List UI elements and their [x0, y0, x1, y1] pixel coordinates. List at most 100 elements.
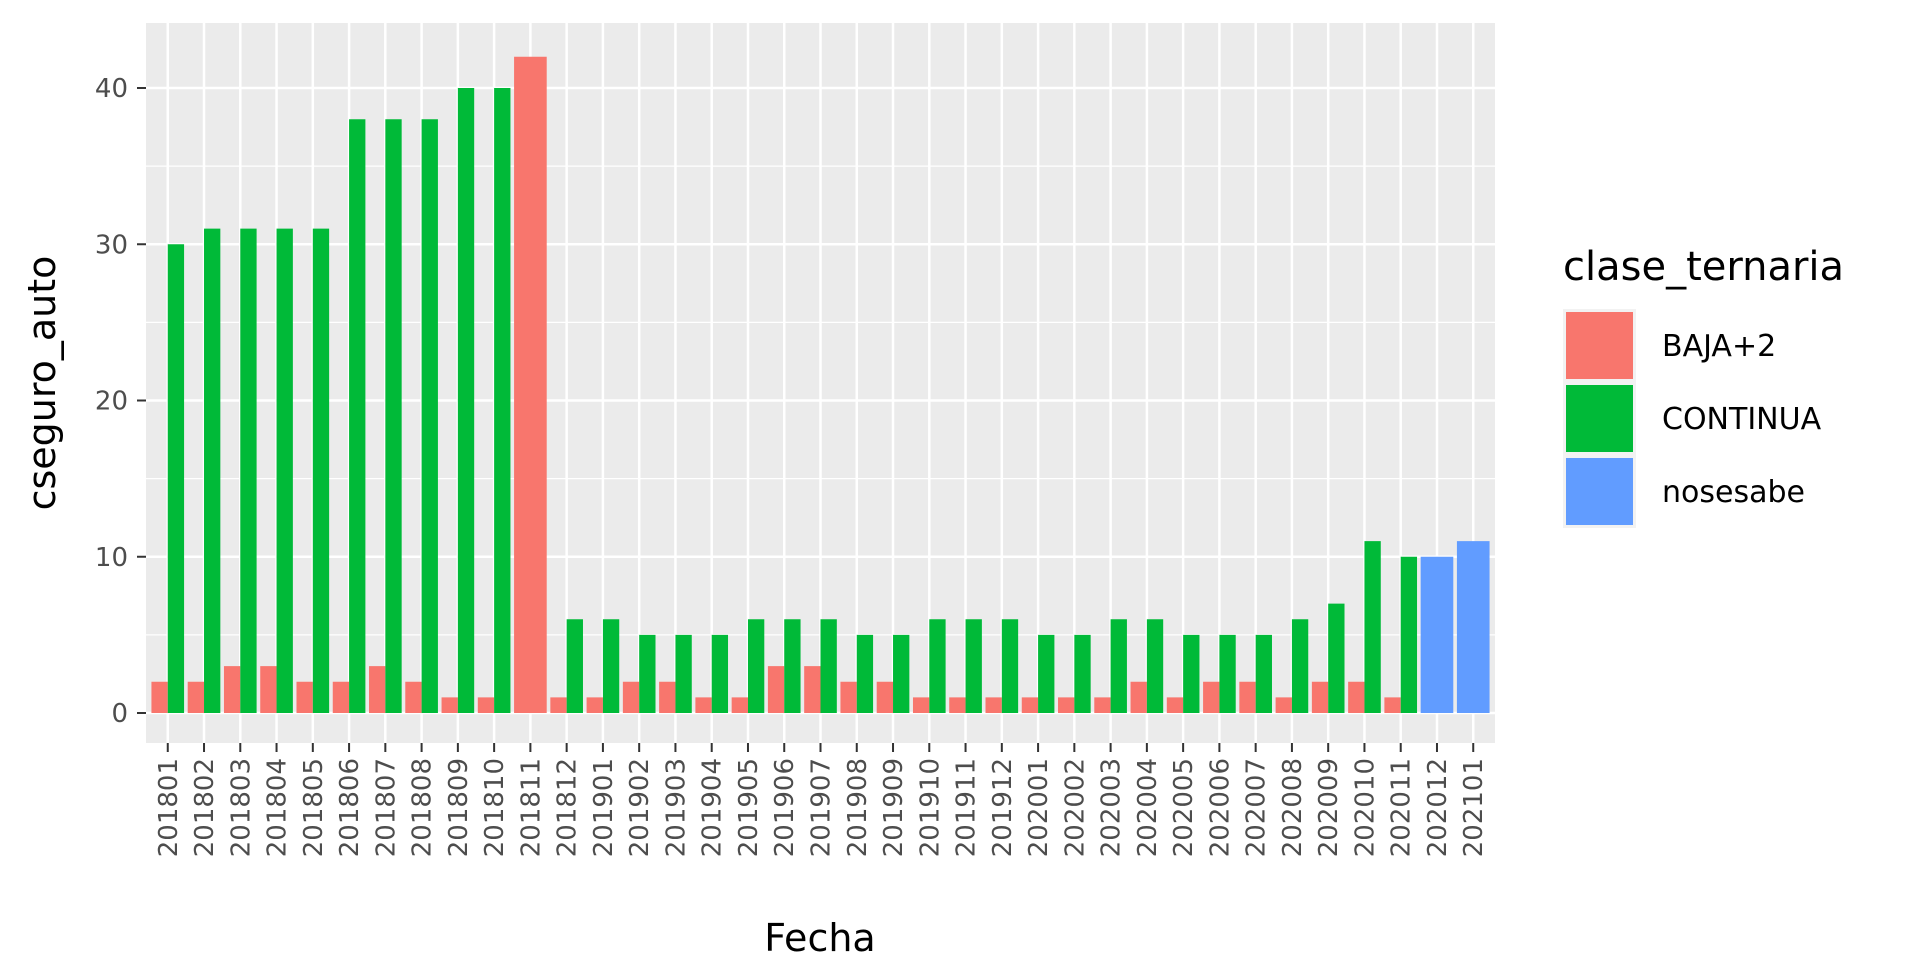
bar: CONTINUA 201806: 38 — [349, 119, 366, 713]
x-tick-label: 201903 — [661, 758, 691, 857]
bar: CONTINUA 201912: 6 — [1001, 619, 1019, 713]
bar: BAJA+2 202007: 2 — [1239, 681, 1256, 713]
x-tick-label: 201806 — [335, 758, 365, 857]
x-tick-label: 201909 — [879, 758, 909, 857]
bar: BAJA+2 201808: 2 — [405, 681, 422, 713]
x-tick-label: 201807 — [371, 758, 401, 857]
x-tick-label: 201812 — [553, 758, 583, 857]
x-tick-label: 202002 — [1060, 758, 1090, 857]
x-tick-label: 202012 — [1423, 758, 1453, 857]
bar: CONTINUA 202003: 6 — [1110, 619, 1127, 713]
y-axis: 0 10 20 30 40 — [95, 74, 146, 729]
x-tick-label: 201805 — [299, 758, 329, 857]
bar: CONTINUA 202001: 5 — [1038, 634, 1055, 713]
bar: CONTINUA 201904: 5 — [711, 634, 729, 713]
bar: CONTINUA 201901: 6 — [602, 619, 620, 713]
bar: CONTINUA 201906: 6 — [784, 619, 801, 713]
x-tick-label: 202011 — [1387, 758, 1417, 857]
bar: CONTINUA 202007: 5 — [1255, 634, 1272, 713]
bar: CONTINUA 201809: 40 — [457, 88, 475, 713]
bar: CONTINUA 202008: 6 — [1291, 619, 1309, 713]
bar: BAJA+2 201806: 2 — [332, 681, 350, 713]
x-tick-label: 201802 — [190, 758, 220, 857]
bar: CONTINUA 201905: 6 — [747, 619, 765, 713]
x-tick-label: 201901 — [589, 758, 619, 857]
bar: BAJA+2 201809: 1 — [441, 697, 458, 713]
y-axis-title: cseguro_auto — [20, 256, 64, 511]
bar: BAJA+2 201911: 1 — [949, 697, 966, 713]
bar: nosesabe 202101: 11 — [1456, 541, 1490, 713]
x-tick-label: 201803 — [226, 758, 256, 857]
bar: BAJA+2 201901: 1 — [586, 697, 603, 713]
bar: BAJA+2 201912: 1 — [985, 697, 1002, 713]
bar: BAJA+2 202011: 1 — [1384, 697, 1401, 713]
bar: BAJA+2 201903: 2 — [659, 681, 676, 713]
x-tick-label: 201809 — [444, 758, 474, 857]
x-tick-label: 201911 — [952, 758, 982, 857]
bar: BAJA+2 201908: 2 — [840, 681, 857, 713]
y-tick-label: 0 — [111, 699, 128, 729]
x-tick-label: 201808 — [408, 758, 438, 857]
x-tick-label: 202001 — [1024, 758, 1054, 857]
x-tick-label: 202101 — [1459, 758, 1489, 857]
bar: CONTINUA 201908: 5 — [856, 634, 874, 713]
bar: CONTINUA 202006: 5 — [1219, 634, 1236, 713]
x-tick-label: 202010 — [1350, 758, 1380, 857]
bar: BAJA+2 202001: 1 — [1021, 697, 1039, 713]
legend-label: nosesabe — [1662, 475, 1805, 510]
bar: BAJA+2 202010: 2 — [1348, 681, 1365, 713]
bar: BAJA+2 201909: 2 — [876, 681, 894, 713]
bar: CONTINUA 201907: 6 — [820, 619, 837, 713]
bar: BAJA+2 201906: 3 — [767, 666, 785, 713]
bar: CONTINUA 202004: 6 — [1146, 619, 1164, 713]
legend-label: BAJA+2 — [1662, 329, 1776, 364]
bar: BAJA+2 202006: 2 — [1203, 681, 1220, 713]
x-tick-label: 202003 — [1097, 758, 1127, 857]
bar: BAJA+2 201807: 3 — [369, 666, 386, 713]
x-tick-label: 201811 — [516, 758, 546, 857]
bar: BAJA+2 202008: 1 — [1275, 697, 1292, 713]
bar: CONTINUA 202010: 11 — [1364, 541, 1381, 713]
y-tick-label: 20 — [95, 387, 128, 417]
x-tick-label: 201912 — [988, 758, 1018, 857]
bar: CONTINUA 201812: 6 — [566, 619, 583, 713]
legend-swatch — [1566, 312, 1633, 379]
x-axis-title: Fecha — [764, 916, 875, 960]
x-tick-label: 201804 — [263, 758, 293, 857]
bar: CONTINUA 201807: 38 — [385, 119, 402, 713]
legend-label: CONTINUA — [1662, 402, 1822, 437]
x-tick-label: 202007 — [1242, 758, 1272, 857]
bar: BAJA+2 201804: 3 — [260, 666, 277, 713]
x-tick-label: 202005 — [1169, 758, 1199, 857]
legend: clase_ternaria BAJA+2 CONTINUA nosesabe — [1563, 244, 1844, 528]
x-tick-label: 202009 — [1314, 758, 1344, 857]
bar: BAJA+2 201802: 2 — [187, 681, 205, 713]
bar: BAJA+2 201910: 1 — [912, 697, 930, 713]
bar: CONTINUA 201902: 5 — [639, 634, 656, 713]
bar: BAJA+2 201805: 2 — [296, 681, 313, 713]
x-tick-label: 201810 — [480, 758, 510, 857]
y-tick-label: 10 — [95, 543, 128, 573]
bar: BAJA+2 202004: 2 — [1130, 681, 1147, 713]
x-tick-label: 201801 — [154, 758, 184, 857]
x-tick-label: 201908 — [843, 758, 873, 857]
bar: BAJA+2 201812: 1 — [550, 697, 567, 713]
x-tick-label: 202004 — [1133, 758, 1163, 857]
bar: CONTINUA 202011: 10 — [1400, 556, 1418, 713]
bar: nosesabe 202012: 10 — [1420, 556, 1454, 713]
legend-swatch — [1566, 458, 1633, 525]
y-tick-label: 30 — [95, 230, 128, 260]
bar: CONTINUA 201903: 5 — [675, 634, 692, 713]
bar: CONTINUA 201805: 31 — [312, 228, 330, 713]
bar: CONTINUA 202002: 5 — [1074, 634, 1091, 713]
bar: BAJA+2 201810: 1 — [477, 697, 495, 713]
bar: BAJA+2 202009: 2 — [1311, 681, 1329, 713]
x-tick-label: 201910 — [915, 758, 945, 857]
bar: BAJA+2 202003: 1 — [1094, 697, 1111, 713]
y-tick-label: 40 — [95, 74, 128, 104]
bar: BAJA+2 201801: 2 — [151, 681, 168, 713]
legend-swatch — [1566, 385, 1633, 452]
x-tick-label: 201907 — [807, 758, 837, 857]
